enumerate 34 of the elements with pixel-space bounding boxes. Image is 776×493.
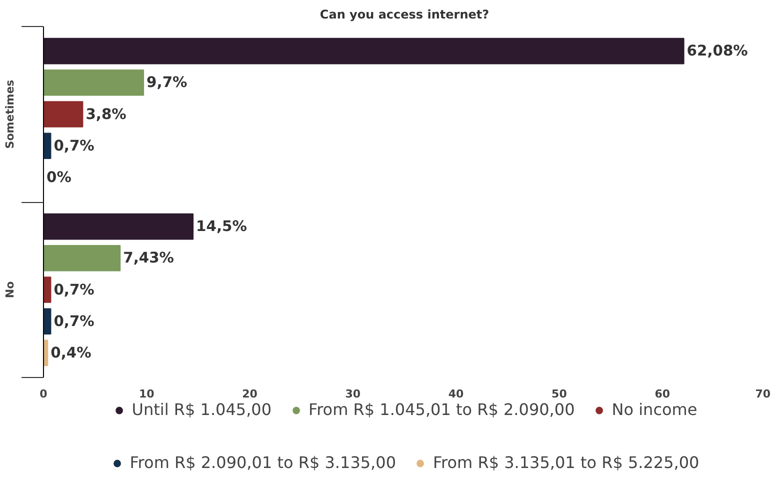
legend-label: Until R$ 1.045,00: [132, 400, 272, 419]
data-label: 3,8%: [86, 106, 127, 123]
data-label: 14,5%: [196, 218, 248, 236]
legend-label: From R$ 2.090,01 to R$ 3.135,00: [130, 453, 396, 472]
legend-label: From R$ 3.135,01 to R$ 5.225,00: [433, 453, 700, 472]
y-tick-label: No: [4, 280, 16, 298]
x-tick-label: 0: [40, 388, 48, 400]
data-label: 0,7%: [54, 312, 95, 330]
data-label: 7,43%: [123, 250, 174, 267]
x-tick-label: 20: [242, 388, 258, 400]
bar: [44, 38, 684, 64]
bar: [44, 308, 52, 334]
legend-label: From R$ 1.045,01 to R$ 2.090,00: [308, 400, 575, 419]
y-tick-label: Sometimes: [4, 79, 16, 149]
data-label: 0,4%: [50, 344, 92, 362]
legend-label: No income: [612, 400, 698, 419]
x-tick-label: 50: [552, 388, 568, 400]
bar: [44, 245, 121, 272]
x-tick-label: 30: [345, 388, 361, 400]
bar: [44, 276, 52, 303]
data-label: 9,7%: [146, 74, 188, 92]
x-tick-label: 70: [755, 388, 771, 400]
bar: [44, 101, 84, 128]
bar: [44, 213, 194, 240]
data-label: 0%: [46, 168, 72, 186]
data-label: 62,08%: [686, 42, 748, 60]
x-tick-label: 60: [654, 388, 670, 400]
bar: [44, 70, 144, 96]
data-label: 0,7%: [54, 281, 95, 298]
chart-title: Can you access internet?: [320, 8, 490, 22]
x-tick-label: 40: [448, 388, 464, 400]
data-label: 0,7%: [54, 137, 95, 154]
x-tick-label: 10: [138, 388, 155, 400]
bar: [44, 132, 52, 159]
